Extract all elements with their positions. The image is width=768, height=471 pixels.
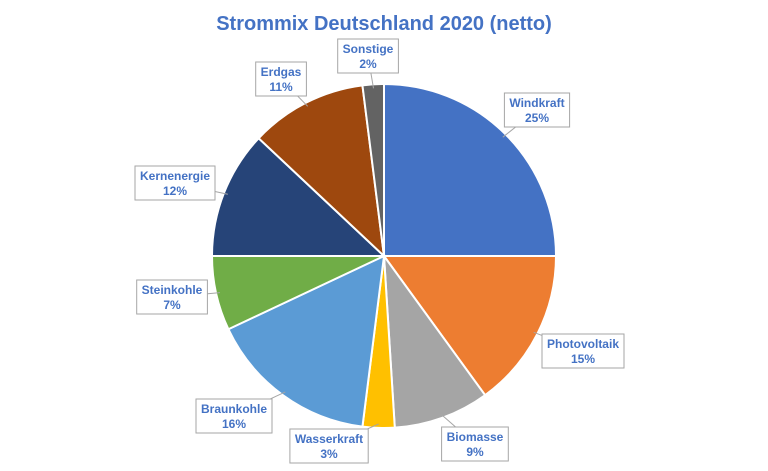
label-box <box>541 333 625 369</box>
label-box <box>289 428 369 464</box>
label-category: Sonstige <box>343 42 394 56</box>
label-category: Kernenergie <box>140 169 210 183</box>
label-percent: 15% <box>571 352 595 366</box>
label-category: Steinkohle <box>142 283 203 297</box>
label-percent: 16% <box>222 417 246 431</box>
label-percent: 7% <box>163 298 181 312</box>
chart-title: Strommix Deutschland 2020 (netto) <box>216 13 552 35</box>
pie-slices <box>210 82 558 429</box>
label-category: Erdgas <box>261 65 302 79</box>
label-box <box>503 92 571 128</box>
label-percent: 12% <box>163 184 187 198</box>
label-category: Windkraft <box>509 96 564 110</box>
label-category: Photovoltaik <box>547 337 619 351</box>
slice-braunkohle <box>227 254 386 428</box>
label-percent: 3% <box>320 447 338 461</box>
label-box <box>441 426 509 462</box>
label-box <box>134 165 216 201</box>
label-box <box>136 279 208 315</box>
label-percent: 11% <box>269 80 293 94</box>
label-category: Biomasse <box>447 430 504 444</box>
label-box <box>337 38 399 74</box>
slice-kernenergie <box>210 136 387 257</box>
label-category: Braunkohle <box>201 402 267 416</box>
label-category: Wasserkraft <box>295 432 363 446</box>
slice-biomasse <box>382 252 487 429</box>
label-percent: 25% <box>525 111 549 125</box>
label-percent: 9% <box>466 445 484 459</box>
label-percent: 2% <box>359 57 377 71</box>
slice-erdgas <box>257 84 386 259</box>
label-box <box>195 398 273 434</box>
label-box <box>255 61 307 97</box>
